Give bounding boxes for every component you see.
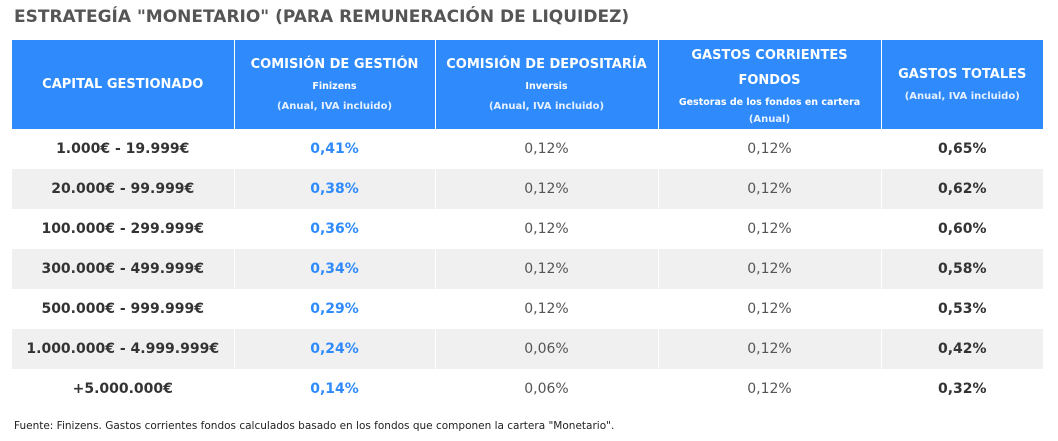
header-depositaria-label: COMISIÓN DE DEPOSITARÍA: [446, 57, 647, 72]
cell-total: 0,58%: [881, 249, 1043, 289]
table-header-row: CAPITAL GESTIONADO COMISIÓN DE GESTIÓN F…: [12, 40, 1043, 129]
table-row: 1.000€ - 19.999€ 0,41% 0,12% 0,12% 0,65%: [12, 129, 1043, 169]
cell-depositaria: 0,12%: [435, 249, 659, 289]
cell-corrientes: 0,12%: [658, 289, 882, 329]
cell-depositaria: 0,12%: [435, 169, 659, 209]
cell-gestion: 0,29%: [234, 289, 436, 329]
cell-capital: 500.000€ - 999.999€: [12, 289, 235, 329]
cell-gestion: 0,24%: [234, 329, 436, 369]
page-title: ESTRATEGÍA "MONETARIO" (PARA REMUNERACIÓ…: [14, 7, 630, 27]
cell-gestion: 0,41%: [234, 129, 436, 169]
cell-corrientes: 0,12%: [658, 329, 882, 369]
header-corrientes-label-2: FONDOS: [738, 72, 801, 88]
header-capital: CAPITAL GESTIONADO: [12, 40, 235, 129]
cell-depositaria: 0,12%: [435, 289, 659, 329]
cell-gestion: 0,14%: [234, 369, 436, 409]
header-gestion-label: COMISIÓN DE GESTIÓN: [250, 57, 419, 72]
cell-capital: 1.000€ - 19.999€: [12, 129, 235, 169]
header-corrientes-provider: Gestoras de los fondos en cartera: [678, 96, 861, 108]
cell-depositaria: 0,12%: [435, 129, 659, 169]
cell-depositaria: 0,06%: [435, 329, 659, 369]
table-row: 300.000€ - 499.999€ 0,34% 0,12% 0,12% 0,…: [12, 249, 1043, 289]
cell-capital: 100.000€ - 299.999€: [12, 209, 235, 249]
header-total-note: (Anual, IVA incluido): [904, 91, 1020, 102]
cell-total: 0,32%: [881, 369, 1043, 409]
header-gestion: COMISIÓN DE GESTIÓN Finizens (Anual, IVA…: [234, 40, 436, 129]
cell-gestion: 0,38%: [234, 169, 436, 209]
cell-total: 0,60%: [881, 209, 1043, 249]
cell-capital: 300.000€ - 499.999€: [12, 249, 235, 289]
header-depositaria: COMISIÓN DE DEPOSITARÍA Inversis (Anual,…: [435, 40, 659, 129]
footnote: Fuente: Finizens. Gastos corrientes fond…: [14, 420, 615, 432]
table-row: 100.000€ - 299.999€ 0,36% 0,12% 0,12% 0,…: [12, 209, 1043, 249]
cell-corrientes: 0,12%: [658, 369, 882, 409]
table-row: 20.000€ - 99.999€ 0,38% 0,12% 0,12% 0,62…: [12, 169, 1043, 209]
cell-capital: +5.000.000€: [12, 369, 235, 409]
header-corrientes: GASTOS CORRIENTES FONDOS Gestoras de los…: [658, 40, 882, 129]
cell-gestion: 0,34%: [234, 249, 436, 289]
cell-depositaria: 0,12%: [435, 209, 659, 249]
header-depositaria-provider: Inversis: [525, 81, 568, 92]
cell-total: 0,65%: [881, 129, 1043, 169]
header-corrientes-label: GASTOS CORRIENTES: [691, 47, 848, 63]
header-depositaria-note: (Anual, IVA incluido): [488, 101, 605, 112]
cell-total: 0,62%: [881, 169, 1043, 209]
cell-corrientes: 0,12%: [658, 249, 882, 289]
header-gestion-provider: Finizens: [312, 81, 357, 92]
table-row: 1.000.000€ - 4.999.999€ 0,24% 0,06% 0,12…: [12, 329, 1043, 369]
cell-depositaria: 0,06%: [435, 369, 659, 409]
cell-gestion: 0,36%: [234, 209, 436, 249]
cell-corrientes: 0,12%: [658, 209, 882, 249]
cell-total: 0,42%: [881, 329, 1043, 369]
header-total-label: GASTOS TOTALES: [898, 67, 1027, 82]
cell-corrientes: 0,12%: [658, 169, 882, 209]
header-capital-label: CAPITAL GESTIONADO: [42, 77, 204, 92]
header-total: GASTOS TOTALES (Anual, IVA incluido): [881, 40, 1043, 129]
table-row: 500.000€ - 999.999€ 0,29% 0,12% 0,12% 0,…: [12, 289, 1043, 329]
header-corrientes-note: (Anual): [748, 113, 791, 125]
header-gestion-note: (Anual, IVA incluido): [276, 101, 393, 112]
table-row: +5.000.000€ 0,14% 0,06% 0,12% 0,32%: [12, 369, 1043, 409]
cell-capital: 1.000.000€ - 4.999.999€: [12, 329, 235, 369]
cell-total: 0,53%: [881, 289, 1043, 329]
fees-table: CAPITAL GESTIONADO COMISIÓN DE GESTIÓN F…: [12, 40, 1043, 409]
cell-corrientes: 0,12%: [658, 129, 882, 169]
cell-capital: 20.000€ - 99.999€: [12, 169, 235, 209]
